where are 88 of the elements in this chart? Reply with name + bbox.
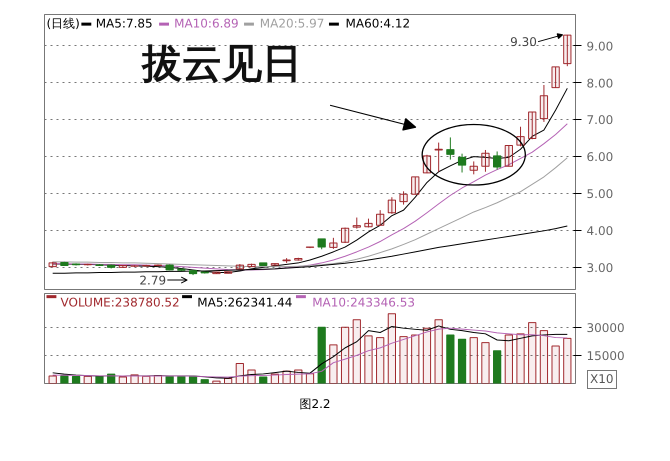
candlestick: [388, 196, 396, 214]
candlestick: [352, 217, 361, 230]
text: X10: [587, 370, 616, 390]
candlestick: [434, 142, 443, 172]
bar: [470, 337, 478, 384]
bar: [329, 344, 338, 384]
bar: [259, 376, 268, 384]
line-series: [52, 88, 568, 274]
bar: [540, 330, 548, 384]
bar: [446, 334, 454, 384]
candlestick: [340, 226, 350, 244]
bar: [200, 379, 209, 384]
y-tick-label: 3.00: [586, 260, 614, 275]
bar: [236, 362, 244, 384]
bar: [72, 376, 80, 384]
caption: 图2.2: [298, 396, 332, 413]
bar: [563, 338, 572, 384]
y-tick-label: 30000: [586, 320, 625, 335]
bar: [411, 334, 420, 384]
candlestick: [528, 111, 536, 140]
bar: [166, 376, 174, 384]
candlestick: [84, 263, 92, 266]
bar: [318, 326, 326, 384]
bar: [388, 313, 396, 384]
candlestick: [376, 210, 384, 227]
candlestick: [329, 237, 338, 250]
legend-label: MA10:6.89: [174, 16, 239, 30]
line-series: [52, 123, 568, 270]
bar: [60, 376, 69, 384]
candlestick: [306, 246, 314, 249]
legend-label: MA5:262341.44: [197, 296, 292, 310]
legend-label: MA10:243346.53: [312, 296, 415, 310]
bar: [142, 376, 150, 384]
bar: [95, 376, 104, 384]
candlestick: [551, 66, 560, 88]
candlestick: [247, 263, 256, 268]
candlestick: [399, 190, 408, 206]
candlestick: [504, 144, 513, 168]
legend-label: VOLUME:238780.52: [60, 296, 180, 310]
bar: [528, 322, 536, 384]
candlestick: [236, 264, 244, 270]
bar: [434, 319, 443, 384]
bar: [177, 376, 186, 384]
line-series: [52, 157, 568, 268]
y-tick-label: 6.00: [586, 150, 614, 164]
bar: [352, 319, 361, 384]
candlestick: [318, 238, 326, 250]
legend-label: MA60:4.12: [346, 16, 410, 30]
bar: [48, 376, 57, 384]
chart-title: (日线): [46, 16, 80, 30]
y-tick-label: 4.00: [586, 224, 614, 238]
y-tick-label: 7.00: [586, 113, 614, 128]
candlestick: [470, 160, 478, 175]
candlestick: [446, 136, 454, 160]
bar: [376, 337, 384, 384]
bar: [364, 335, 373, 384]
y-tick-label: 9.00: [586, 39, 614, 54]
bar: [224, 378, 232, 384]
annotation: 拔云见日: [141, 42, 302, 86]
y-tick-label: 5.00: [586, 187, 614, 202]
bar: [516, 333, 525, 384]
candlestick: [411, 176, 420, 196]
bar: [493, 350, 502, 384]
candlestick: [118, 264, 127, 268]
bar: [212, 380, 221, 384]
candlestick: [493, 150, 502, 170]
bar: [422, 328, 432, 384]
candlestick: [364, 218, 373, 228]
bar: [399, 336, 408, 384]
legend-label: MA20:5.97: [260, 16, 324, 30]
candlestick: [48, 261, 57, 268]
legend-label: MA5:7.85: [96, 16, 153, 30]
bar: [340, 326, 350, 384]
bar: [551, 346, 560, 384]
candlestick: [458, 153, 466, 173]
y-tick-label: 15000: [586, 348, 625, 363]
candlestick: [282, 258, 291, 264]
annotation: 2.79: [139, 274, 166, 288]
bar: [481, 342, 490, 384]
y-tick-label: 8.00: [586, 76, 614, 90]
candlestick: [540, 84, 548, 122]
candlestick: [481, 149, 490, 172]
bar: [118, 376, 127, 384]
bar: [458, 338, 466, 384]
bar: [504, 334, 513, 384]
bar: [306, 373, 314, 384]
annotation: 9.30: [510, 35, 537, 50]
bar: [84, 376, 92, 384]
